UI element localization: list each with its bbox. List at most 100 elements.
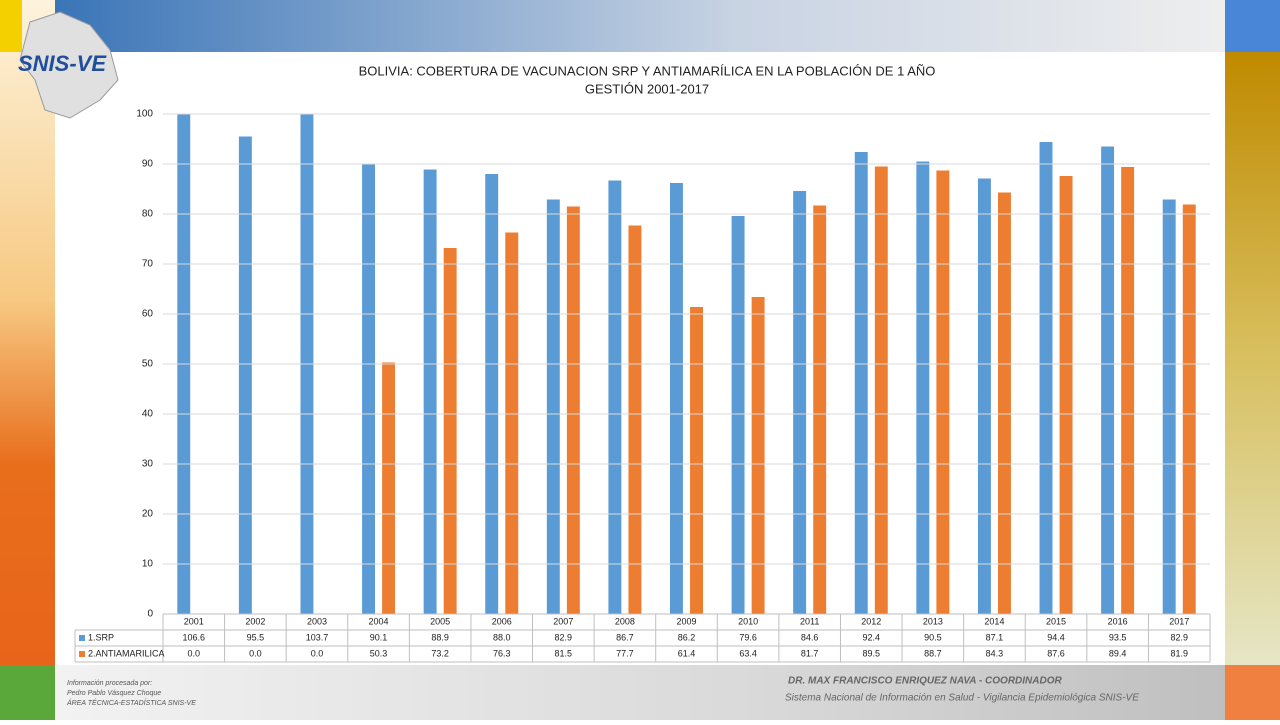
bar xyxy=(916,161,930,614)
bar xyxy=(300,114,314,614)
x-tick-label: 2007 xyxy=(553,616,573,626)
x-tick-label: 2013 xyxy=(923,616,943,626)
data-label: 84.6 xyxy=(801,632,819,642)
data-label: 0.0 xyxy=(188,648,201,658)
x-tick-label: 2008 xyxy=(615,616,635,626)
data-label: 81.5 xyxy=(555,648,573,658)
data-label: 86.2 xyxy=(678,632,696,642)
chart-subtitle: GESTIÓN 2001-2017 xyxy=(585,81,709,96)
bar xyxy=(608,180,622,614)
bar xyxy=(670,183,683,614)
data-label: 87.1 xyxy=(986,632,1004,642)
y-tick-label: 100 xyxy=(136,109,153,120)
x-tick-label: 2009 xyxy=(676,616,696,626)
bar xyxy=(1039,142,1053,614)
data-label: 0.0 xyxy=(311,648,324,658)
legend-swatch xyxy=(79,651,85,657)
data-label: 89.4 xyxy=(1109,648,1127,658)
footer-text: Pedro Pablo Vásquez Choque xyxy=(67,690,161,697)
y-tick-label: 0 xyxy=(147,609,153,620)
bar xyxy=(238,136,252,614)
y-tick-label: 70 xyxy=(142,259,154,270)
bar xyxy=(505,232,519,614)
y-tick-label: 30 xyxy=(142,459,154,470)
corner-block xyxy=(1225,665,1280,720)
data-label: 63.4 xyxy=(739,648,757,658)
bar xyxy=(485,174,499,614)
bar xyxy=(813,205,827,614)
bar xyxy=(1121,167,1135,614)
bar xyxy=(1059,176,1073,614)
legend-label: 1.SRP xyxy=(88,632,114,642)
data-label: 106.6 xyxy=(183,632,206,642)
x-tick-label: 2015 xyxy=(1046,616,1066,626)
data-label: 76.3 xyxy=(493,648,511,658)
bar xyxy=(566,206,580,614)
logo-text: SNIS-VE xyxy=(18,51,107,76)
bar xyxy=(731,216,745,614)
bar xyxy=(977,178,991,614)
data-label: 50.3 xyxy=(370,648,388,658)
bar xyxy=(793,191,807,614)
y-tick-label: 90 xyxy=(142,159,154,170)
bar xyxy=(874,166,888,614)
legend-swatch xyxy=(79,635,85,641)
y-tick-label: 40 xyxy=(142,409,154,420)
x-tick-label: 2017 xyxy=(1169,616,1189,626)
bar xyxy=(997,192,1011,614)
data-label: 77.7 xyxy=(616,648,634,658)
data-label: 90.5 xyxy=(924,632,942,642)
data-label: 61.4 xyxy=(678,648,696,658)
x-tick-label: 2016 xyxy=(1108,616,1128,626)
x-tick-label: 2005 xyxy=(430,616,450,626)
footer-coordinator: DR. MAX FRANCISCO ENRIQUEZ NAVA - COORDI… xyxy=(788,676,1062,687)
x-tick-label: 2006 xyxy=(492,616,512,626)
data-label: 90.1 xyxy=(370,632,388,642)
y-tick-label: 50 xyxy=(142,359,154,370)
y-tick-label: 80 xyxy=(142,209,154,220)
data-label: 73.2 xyxy=(431,648,449,658)
bar xyxy=(1101,146,1115,614)
data-label: 88.9 xyxy=(431,632,449,642)
y-tick-label: 20 xyxy=(142,509,154,520)
x-tick-label: 2002 xyxy=(245,616,265,626)
data-label: 103.7 xyxy=(306,632,329,642)
data-label: 0.0 xyxy=(249,648,262,658)
bar xyxy=(1162,199,1176,614)
data-label: 87.6 xyxy=(1047,648,1065,658)
data-label: 94.4 xyxy=(1047,632,1065,642)
x-tick-label: 2001 xyxy=(184,616,204,626)
x-tick-label: 2004 xyxy=(369,616,389,626)
bar xyxy=(751,297,765,614)
data-label: 93.5 xyxy=(1109,632,1127,642)
data-label: 81.7 xyxy=(801,648,819,658)
x-tick-label: 2010 xyxy=(738,616,758,626)
data-label: 82.9 xyxy=(1170,632,1188,642)
data-label: 95.5 xyxy=(247,632,265,642)
data-label: 89.5 xyxy=(862,648,880,658)
x-tick-label: 2012 xyxy=(861,616,881,626)
data-label: 86.7 xyxy=(616,632,634,642)
corner-block xyxy=(1225,0,1280,52)
plot xyxy=(177,114,1196,614)
right-band xyxy=(1225,52,1280,665)
corner-block xyxy=(0,0,22,52)
bar xyxy=(382,362,396,614)
bar xyxy=(443,248,457,614)
bar xyxy=(1182,204,1196,614)
bar xyxy=(423,169,437,614)
x-tick-label: 2003 xyxy=(307,616,327,626)
bar xyxy=(546,199,560,614)
data-label: 81.9 xyxy=(1170,648,1188,658)
chart-title: BOLIVIA: COBERTURA DE VACUNACION SRP Y A… xyxy=(359,63,936,78)
footer-band xyxy=(55,665,1225,720)
footer-text: Información procesada por: xyxy=(67,680,152,687)
data-label: 82.9 xyxy=(555,632,573,642)
x-tick-label: 2014 xyxy=(984,616,1004,626)
bar xyxy=(690,307,703,614)
data-label: 84.3 xyxy=(986,648,1004,658)
top-band xyxy=(0,0,1225,52)
bar xyxy=(936,170,950,614)
footer-system: Sistema Nacional de Información en Salud… xyxy=(785,693,1139,704)
